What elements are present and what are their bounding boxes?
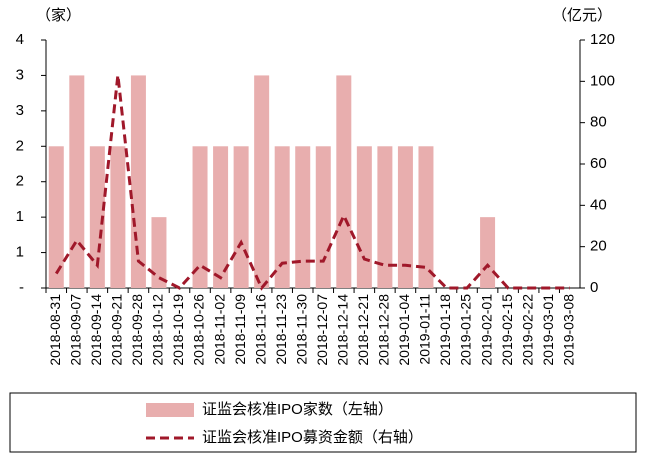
y2-tick-label: 20 [590, 238, 607, 255]
y-tick-label: - [19, 279, 24, 296]
x-tick-label: 2019-02-22 [519, 294, 535, 366]
x-tick-label: 2019-01-18 [437, 294, 453, 366]
y2-tick-label: 120 [590, 31, 615, 48]
x-tick-label: 2018-10-19 [170, 294, 186, 366]
legend-box [9, 392, 637, 453]
bar [48, 146, 64, 288]
y-tick-label: 3 [16, 66, 24, 83]
x-tick-label: 2019-01-11 [417, 294, 433, 365]
x-tick-label: 2019-01-04 [396, 294, 412, 366]
y-tick-label: 4 [16, 31, 24, 48]
x-tick-label: 2018-09-14 [88, 294, 104, 366]
y2-unit: （亿元） [552, 7, 612, 24]
x-tick-label: 2018-11-23 [273, 294, 289, 365]
bar [254, 75, 270, 288]
bar [480, 217, 496, 288]
bar [418, 146, 434, 288]
x-tick-label: 2019-02-15 [499, 294, 515, 366]
x-tick-label: 2019-01-25 [458, 294, 474, 366]
bar [110, 146, 126, 288]
y-tick-label: 3 [16, 102, 24, 119]
x-tick-label: 2018-12-21 [355, 294, 371, 366]
y-tick-label: 1 [16, 244, 24, 261]
bar [295, 146, 311, 288]
line [54, 74, 570, 291]
x-tick-label: 2018-12-14 [335, 294, 351, 366]
x-tick-label: 2019-03-01 [540, 294, 556, 366]
y-tick-label: 2 [16, 173, 24, 190]
x-tick-label: 2018-10-12 [150, 294, 166, 366]
bar [315, 146, 331, 288]
bar [336, 75, 352, 288]
y2-tick-label: 80 [590, 114, 607, 131]
y-tick-label: 2 [16, 137, 24, 154]
bar [377, 146, 393, 288]
x-tick-label: 2018-11-09 [232, 294, 248, 365]
y2-tick-label: 100 [590, 72, 615, 89]
x-tick-label: 2018-11-30 [293, 294, 309, 365]
bar [274, 146, 290, 288]
x-tick-label: 2018-09-21 [109, 294, 125, 366]
bar [233, 146, 249, 288]
bar [89, 146, 105, 288]
legend-swatch [146, 403, 194, 417]
bar [397, 146, 413, 288]
y2-tick-label: 60 [590, 155, 607, 172]
y-unit: （家） [36, 7, 81, 24]
bar [151, 217, 167, 288]
x-tick-label: 2018-11-02 [211, 294, 227, 365]
y2-tick-label: 40 [590, 196, 607, 213]
x-tick-label: 2018-12-28 [376, 294, 392, 366]
x-tick-label: 2018-08-31 [47, 294, 63, 366]
legend-label: 证监会核准IPO募资金额（右轴） [202, 429, 423, 446]
x-tick-label: 2018-09-07 [68, 294, 84, 366]
bar [356, 146, 372, 288]
legend-label: 证监会核准IPO家数（左轴） [202, 401, 393, 418]
bar [69, 75, 85, 288]
x-tick-label: 2019-03-08 [560, 294, 576, 366]
y2-tick-label: 0 [590, 279, 598, 296]
bar [213, 146, 229, 288]
y-tick-label: 1 [16, 208, 24, 225]
bar [130, 75, 146, 288]
x-tick-label: 2018-12-07 [314, 294, 330, 366]
x-tick-label: 2018-09-28 [129, 294, 145, 366]
x-tick-label: 2019-02-01 [478, 294, 494, 366]
x-tick-label: 2018-11-16 [252, 294, 268, 365]
x-tick-label: 2018-10-26 [191, 294, 207, 366]
bar [192, 146, 208, 288]
